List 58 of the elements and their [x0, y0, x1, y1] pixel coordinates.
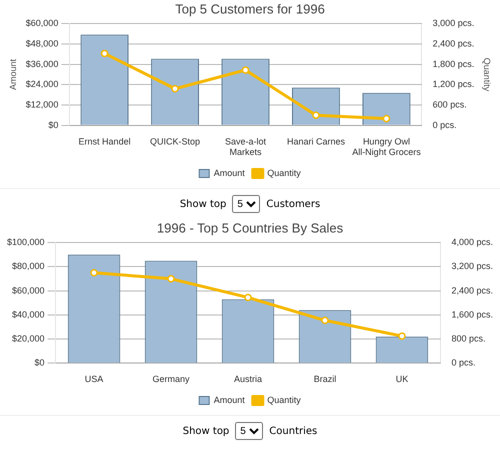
legend-label: Quantity	[267, 394, 302, 405]
y2-tick-label: 1,200 pcs.	[432, 79, 474, 90]
point	[242, 66, 250, 74]
legend-label: Quantity	[267, 168, 302, 178]
y-tick-label: $36,000	[26, 58, 58, 69]
y2-tick-label: 800 pcs.	[451, 334, 486, 344]
y-axis-title: Amount	[8, 58, 18, 90]
y2-tick-label: 4,000 pcs.	[451, 237, 494, 248]
x-tick-label: Save-a-lot Markets	[224, 136, 267, 158]
x-tick-label: USA	[84, 374, 104, 384]
x-tick-label: Ernst Handel	[78, 136, 131, 146]
text: Show top	[180, 198, 226, 210]
legend-label: Amount	[214, 394, 246, 405]
x-tick-label: QUICK-Stop	[150, 136, 200, 146]
point	[321, 316, 329, 324]
y-tick-label: $24,000	[26, 79, 58, 90]
point	[382, 114, 390, 122]
y-tick-label: $20,000	[12, 334, 45, 344]
y-tick-label: $100,000	[6, 237, 45, 248]
point	[244, 294, 252, 302]
chart-title: 1996 - Top 5 Countries By Sales	[156, 220, 344, 236]
y-tick-label: $48,000	[26, 38, 58, 48]
text: Countries	[269, 426, 318, 436]
chart-title: Top 5 Customers for 1996	[175, 1, 325, 16]
x-tick-label: Austria	[234, 374, 262, 384]
legend-label: Amount	[214, 168, 246, 178]
point	[398, 332, 406, 340]
y-tick-label: $60,000	[12, 285, 45, 296]
y2-axis-title: Quantity	[482, 58, 492, 92]
y2-tick-label: 3,000 pcs.	[432, 18, 474, 28]
y2-tick-label: 3,200 pcs.	[451, 261, 494, 272]
y2-tick-label: 0 pcs.	[451, 358, 476, 368]
x-tick-label: Hanari Carnes	[286, 136, 346, 146]
text: Show top	[182, 426, 230, 436]
point	[171, 85, 179, 92]
point	[90, 269, 98, 276]
y-tick-label: $80,000	[12, 261, 45, 272]
y2-tick-label: 2,400 pcs.	[432, 38, 474, 48]
y2-tick-label: 1,800 pcs.	[432, 58, 474, 69]
x-tick-label: Brazil	[314, 374, 336, 384]
y-tick-label: $40,000	[12, 309, 45, 320]
y-tick-label: $12,000	[26, 100, 58, 110]
text: Customers	[266, 198, 320, 210]
x-tick-label: Germany	[152, 374, 190, 384]
text: 5	[235, 422, 264, 440]
y-tick-label: $0	[48, 120, 58, 130]
x-tick-label: UK	[396, 374, 408, 384]
y-tick-label: $0	[34, 358, 45, 368]
y-tick-label: $60,000	[26, 18, 58, 28]
point	[100, 50, 108, 58]
y2-tick-label: 0 pcs.	[432, 120, 457, 130]
point	[312, 111, 320, 119]
text: 5	[232, 195, 260, 213]
x-tick-label: Hungry Owl All-Night Grocers	[352, 136, 422, 158]
y2-tick-label: 600 pcs.	[432, 100, 467, 110]
point	[167, 275, 175, 283]
y2-tick-label: 2,400 pcs.	[451, 285, 494, 296]
y2-tick-label: 1,600 pcs.	[451, 309, 494, 320]
